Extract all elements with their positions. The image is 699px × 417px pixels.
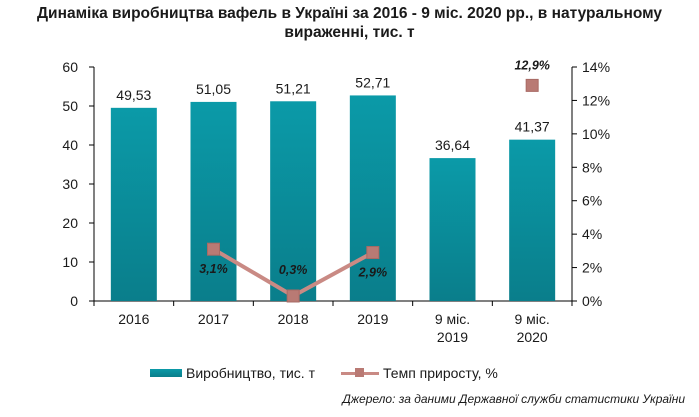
chart-title-line-1: Динаміка виробництва вафель в Україні за…: [37, 5, 662, 22]
legend-bar-swatch: [150, 369, 182, 377]
bar-value-label: 51,05: [196, 81, 231, 97]
chart-title: Динаміка виробництва вафель в Україні за…: [0, 4, 699, 42]
y-left-tick-label: 10: [62, 254, 78, 270]
y-right-tick-label: 2%: [582, 260, 602, 276]
bar-value-label: 51,21: [276, 80, 311, 96]
bar: [190, 101, 237, 301]
y-left-tick-label: 60: [62, 59, 78, 75]
y-left-tick-label: 30: [62, 176, 78, 192]
legend: Виробництво, тис. т Темп приросту, %: [150, 362, 524, 384]
x-tick-label: 2017: [198, 311, 229, 327]
y-left-tick-label: 20: [62, 215, 78, 231]
x-tick-label: 2016: [118, 311, 149, 327]
bar: [110, 107, 157, 301]
y-right-tick-label: 14%: [582, 59, 610, 75]
y-right-tick-label: 12%: [582, 92, 610, 108]
chart-title-line-2: вираженні, тис. т: [284, 24, 415, 41]
legend-item-production: Виробництво, тис. т: [150, 365, 315, 381]
y-right-tick-label: 6%: [582, 193, 602, 209]
bar: [349, 95, 396, 301]
x-tick-label: 9 міс.: [435, 311, 470, 327]
growth-value-label: 2,9%: [358, 266, 388, 280]
legend-label-production: Виробництво, тис. т: [186, 365, 316, 381]
growth-marker: [207, 242, 220, 256]
y-right-tick-label: 4%: [582, 226, 602, 242]
legend-line-swatch: [341, 368, 380, 378]
bar-value-label: 41,37: [515, 119, 550, 135]
x-tick-label: 2019: [357, 311, 388, 327]
growth-value-label: 3,1%: [199, 262, 228, 276]
bar-value-label: 36,64: [435, 137, 470, 153]
x-tick-label: 2019: [437, 329, 468, 345]
bar: [429, 158, 476, 301]
bar-value-label: 49,53: [116, 87, 151, 103]
y-right-tick-label: 0%: [582, 293, 602, 309]
x-tick-label: 2018: [278, 311, 309, 327]
legend-item-growth: Темп приросту, %: [341, 365, 498, 381]
growth-marker: [525, 78, 539, 92]
y-right-tick-label: 10%: [582, 126, 610, 142]
growth-value-label: 0,3%: [279, 263, 308, 277]
growth-marker: [366, 246, 380, 260]
x-tick-label: 9 міс.: [515, 311, 550, 327]
source-note: Джерело: за даними Державної служби стат…: [342, 392, 685, 406]
bar: [270, 101, 317, 301]
legend-label-growth: Темп приросту, %: [383, 365, 498, 381]
x-tick-label: 2020: [517, 329, 548, 345]
growth-value-label: 12,9%: [514, 58, 549, 72]
y-left-tick-label: 0: [70, 293, 78, 309]
bar: [509, 139, 556, 301]
bar-value-label: 52,71: [355, 74, 390, 90]
y-left-tick-label: 40: [62, 137, 78, 153]
y-right-tick-label: 8%: [582, 159, 602, 175]
y-left-tick-label: 50: [62, 98, 78, 114]
growth-marker: [286, 289, 300, 303]
